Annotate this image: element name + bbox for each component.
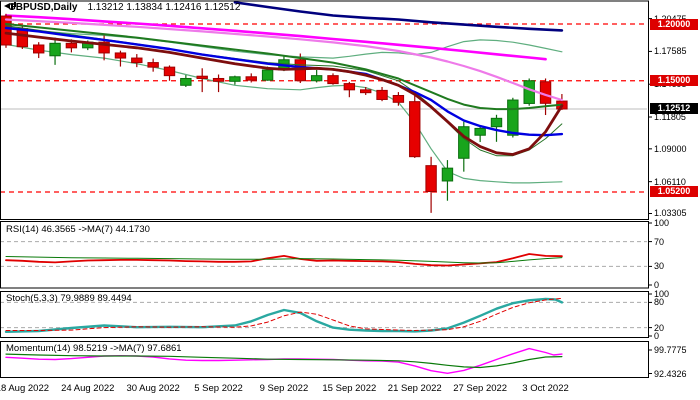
momentum-indicator-label: Momentum(14) 98.5219 ->MA(7) 97.6861 <box>6 343 182 354</box>
stoch-axis-label: 0 <box>654 331 660 341</box>
pane-rsi <box>1 241 647 267</box>
price-badge: 1.05200 <box>650 186 698 198</box>
price-tick-label: 1.09000 <box>654 143 687 154</box>
date-label: 24 Aug 2022 <box>61 383 115 394</box>
candle-26 <box>425 165 437 193</box>
rsi-axis-label: 70 <box>654 236 665 247</box>
price-tick-label: 1.03305 <box>654 208 687 219</box>
ohlc-values-label: 1.13212 1.13834 1.12416 1.12512 <box>87 2 241 13</box>
rsi-indicator-label: RSI(14) 46.3565 ->MA(7) 44.1730 <box>6 224 150 235</box>
price-badge: 1.20000 <box>650 18 698 30</box>
date-label: 15 Sep 2022 <box>322 383 377 394</box>
chart-title: GBPUSD,Daily 1.13212 1.13834 1.12416 1.1… <box>4 2 240 13</box>
candle-12 <box>196 75 208 79</box>
candle-7 <box>114 52 127 59</box>
pane-mom <box>5 347 563 374</box>
candle-16 <box>261 69 274 81</box>
candle-14 <box>229 76 241 82</box>
candle-32 <box>523 80 535 104</box>
momentum-axis-label: 92.4326 <box>654 368 687 379</box>
candle-6 <box>98 41 110 54</box>
candle-21 <box>343 83 356 91</box>
price-badge: 1.12512 <box>650 103 698 115</box>
date-label: 9 Sep 2022 <box>259 383 309 394</box>
candle-15 <box>245 76 257 81</box>
rsi-axis-label: 30 <box>654 261 665 272</box>
rsi-axis-label: 100 <box>654 218 670 228</box>
candle-29 <box>474 127 486 136</box>
date-label: 27 Sep 2022 <box>453 383 508 394</box>
date-label: 21 Sep 2022 <box>387 383 442 394</box>
price-badge: 1.15000 <box>650 75 698 87</box>
candle-23 <box>376 89 388 100</box>
stoch-axis-label: 100 <box>654 289 670 299</box>
price-tick-label: 1.11805 <box>654 112 686 122</box>
stoch-axis-label: 80 <box>654 297 665 308</box>
candle-0 <box>1 15 12 46</box>
price-tick-label: 1.06110 <box>654 176 686 187</box>
candle-19 <box>310 75 323 82</box>
candle-25 <box>409 101 421 158</box>
stoch-axis-label: 20 <box>654 322 665 333</box>
pane-main <box>1 1 647 213</box>
price-tick-label: 1.17585 <box>654 46 687 57</box>
date-label: 5 Sep 2022 <box>194 383 243 394</box>
candle-20 <box>327 75 339 85</box>
candle-3 <box>49 42 61 57</box>
candle-13 <box>212 77 225 82</box>
candle-11 <box>180 77 192 86</box>
date-label: 18 Aug 2022 <box>0 383 50 394</box>
stoch-indicator-label: Stoch(5,3,3) 79.9889 89.4494 <box>6 293 132 304</box>
candle-9 <box>147 62 159 68</box>
date-label: 30 Aug 2022 <box>126 383 180 394</box>
date-label: 3 Oct 2022 <box>522 383 569 394</box>
candle-27 <box>441 167 454 182</box>
candle-22 <box>360 89 372 94</box>
rsi-axis-label: 0 <box>654 280 660 290</box>
pane-stoch <box>1 297 647 333</box>
candle-2 <box>33 44 45 54</box>
candle-24 <box>392 95 405 103</box>
candle-10 <box>163 66 176 77</box>
candle-4 <box>65 42 78 49</box>
momentum-axis-label: 99.7775 <box>654 345 687 355</box>
candle-8 <box>131 57 143 64</box>
symbol-period-label: GBPUSD,Daily <box>8 2 78 13</box>
candle-30 <box>490 117 503 128</box>
candle-31 <box>507 99 519 136</box>
